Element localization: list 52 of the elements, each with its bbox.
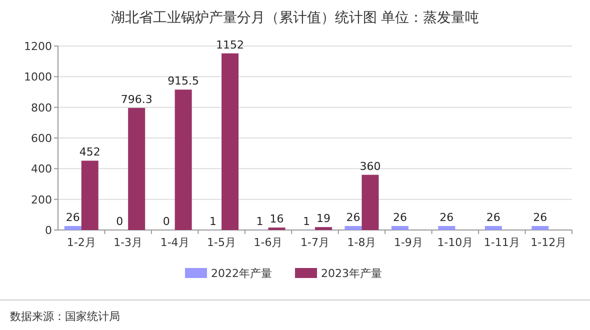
- x-tick-label: 1-5月: [207, 236, 236, 249]
- data-label: 0: [116, 215, 124, 228]
- data-label: 26: [66, 211, 80, 224]
- data-label: 0: [162, 215, 170, 228]
- data-label: 1: [210, 214, 217, 228]
- data-label: 452: [79, 146, 100, 159]
- bar: [81, 160, 98, 230]
- data-label: 26: [486, 211, 500, 224]
- x-tick-label: 1-4月: [160, 236, 190, 249]
- x-tick-label: 1-9月: [394, 236, 423, 249]
- x-tick-label: 1-10月: [437, 236, 474, 249]
- data-label: 1152: [216, 38, 244, 52]
- y-tick-label: 600: [31, 132, 52, 145]
- data-label: 796.3: [120, 92, 152, 106]
- x-tick-label: 1-6月: [254, 236, 283, 249]
- data-label: 1: [303, 214, 310, 228]
- bar: [64, 226, 82, 230]
- y-tick-label: 1200: [24, 40, 52, 53]
- bar: [222, 53, 239, 230]
- source-note: 数据来源：国家统计局: [10, 310, 120, 323]
- bar: [438, 226, 456, 230]
- y-tick-label: 400: [31, 162, 52, 176]
- bar: [344, 226, 362, 230]
- bar: [391, 226, 408, 230]
- data-label: 915.5: [168, 74, 200, 88]
- legend-label: 2022年产量: [211, 267, 272, 280]
- x-tick-label: 1-8月: [347, 236, 376, 249]
- bar: [484, 226, 502, 230]
- data-label: 26: [346, 211, 360, 224]
- chart-title: 湖北省工业锅炉产量分月（累计值）统计图 单位：蒸发量吨: [110, 10, 480, 26]
- data-label: 26: [440, 211, 454, 224]
- x-tick-label: 1-12月: [530, 236, 567, 249]
- bar: [174, 90, 192, 230]
- y-tick-label: 1000: [24, 70, 52, 84]
- x-tick-label: 1-2月: [66, 236, 96, 249]
- x-tick-label: 1-7月: [300, 236, 330, 249]
- data-label: 1: [256, 214, 264, 228]
- y-tick-label: 200: [31, 193, 52, 206]
- bar: [315, 227, 332, 230]
- data-label: 26: [392, 211, 407, 224]
- legend-label: 2023年产量: [321, 267, 382, 280]
- data-label: 19: [316, 212, 330, 226]
- x-tick-label: 1-3月: [114, 236, 143, 249]
- bar: [362, 174, 379, 230]
- data-label: 16: [270, 212, 284, 226]
- data-label: 360: [360, 160, 381, 173]
- data-label: 26: [533, 211, 548, 224]
- y-tick-label: 0: [45, 224, 52, 237]
- x-tick-label: 1-11月: [484, 236, 520, 249]
- bar: [128, 108, 146, 230]
- y-tick-label: 800: [31, 101, 52, 114]
- bar: [532, 226, 549, 230]
